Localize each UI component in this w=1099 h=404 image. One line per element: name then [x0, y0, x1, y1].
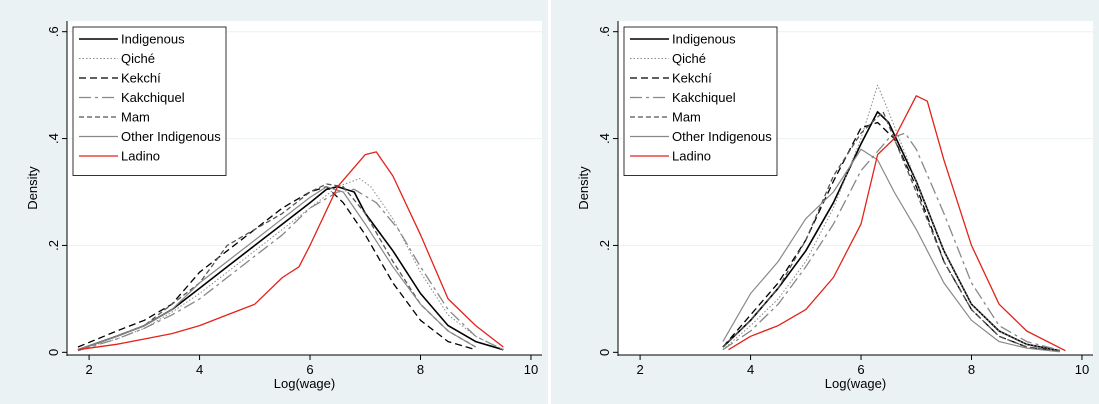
legend-label: Indigenous: [121, 32, 185, 47]
legend-label: Qiché: [672, 51, 706, 66]
y-tick-label: .6: [597, 26, 612, 37]
x-tick-label: 10: [524, 362, 538, 377]
series-line-ladino: [77, 151, 504, 351]
series-line-kakchiquel: [77, 188, 504, 352]
legend-label: Ladino: [121, 149, 160, 164]
y-tick-label: .6: [46, 26, 61, 37]
legend-label: Ladino: [672, 149, 711, 164]
y-axis-title: Density: [25, 166, 40, 210]
series-line-mam: [77, 183, 477, 351]
series-line-other-indigenous: [722, 148, 1060, 353]
series-line-other-indigenous: [77, 186, 477, 351]
x-tick-label: 4: [196, 362, 203, 377]
legend: Indigenous Qiché Kekchí Kakchiquel Mam Other …: [72, 26, 227, 176]
legend-box: [623, 26, 778, 176]
x-tick-label: 6: [857, 362, 864, 377]
legend: Indigenous Qiché Kekchí Kakchiquel Mam Other …: [623, 26, 778, 176]
legend-label: Mam: [121, 110, 150, 125]
x-tick-label: 10: [1075, 362, 1089, 377]
legend-label: Kekchí: [121, 71, 161, 86]
x-axis-title: Log(wage): [825, 376, 886, 391]
legend-label: Other Indigenous: [121, 129, 221, 144]
legend-label: Kakchiquel: [121, 90, 185, 105]
legend-label: Other Indigenous: [672, 129, 772, 144]
y-tick-label: .2: [597, 240, 612, 251]
x-tick-label: 4: [747, 362, 754, 377]
y-tick-label: .2: [46, 240, 61, 251]
x-tick-label: 2: [636, 362, 643, 377]
x-tick-label: 2: [85, 362, 92, 377]
series-line-mam: [722, 111, 1060, 352]
chart-panel-2: 0 .2 .4 .6 2 4 6 8 10 Log(wage) Density Indigenous Q…: [551, 0, 1099, 404]
series-line-kekchi: [77, 186, 476, 351]
series-line-ladino: [728, 95, 1066, 352]
legend-label: Qiché: [121, 51, 155, 66]
series-line-qiche: [77, 178, 504, 351]
legend-label: Kekchí: [672, 71, 712, 86]
x-tick-label: 8: [417, 362, 424, 377]
series-line-kakchiquel: [722, 132, 1061, 351]
y-axis-title: Density: [576, 166, 591, 210]
x-axis-title: Log(wage): [274, 376, 335, 391]
legend-label: Kakchiquel: [672, 90, 736, 105]
chart-panel-1: 0 .2 .4 .6 2 4 6 8 10 Log(wage) Density Indigenous Q…: [0, 0, 548, 404]
series-line-indigenous: [722, 111, 1061, 352]
series-line-qiche: [722, 84, 1060, 352]
legend-box: [72, 26, 227, 176]
y-tick-label: .4: [597, 133, 612, 144]
y-tick-label: 0: [46, 349, 61, 356]
legend-label: Mam: [672, 110, 701, 125]
x-tick-label: 8: [968, 362, 975, 377]
y-tick-label: 0: [597, 349, 612, 356]
x-tick-label: 6: [306, 362, 313, 377]
y-tick-label: .4: [46, 133, 61, 144]
legend-label: Indigenous: [672, 32, 736, 47]
